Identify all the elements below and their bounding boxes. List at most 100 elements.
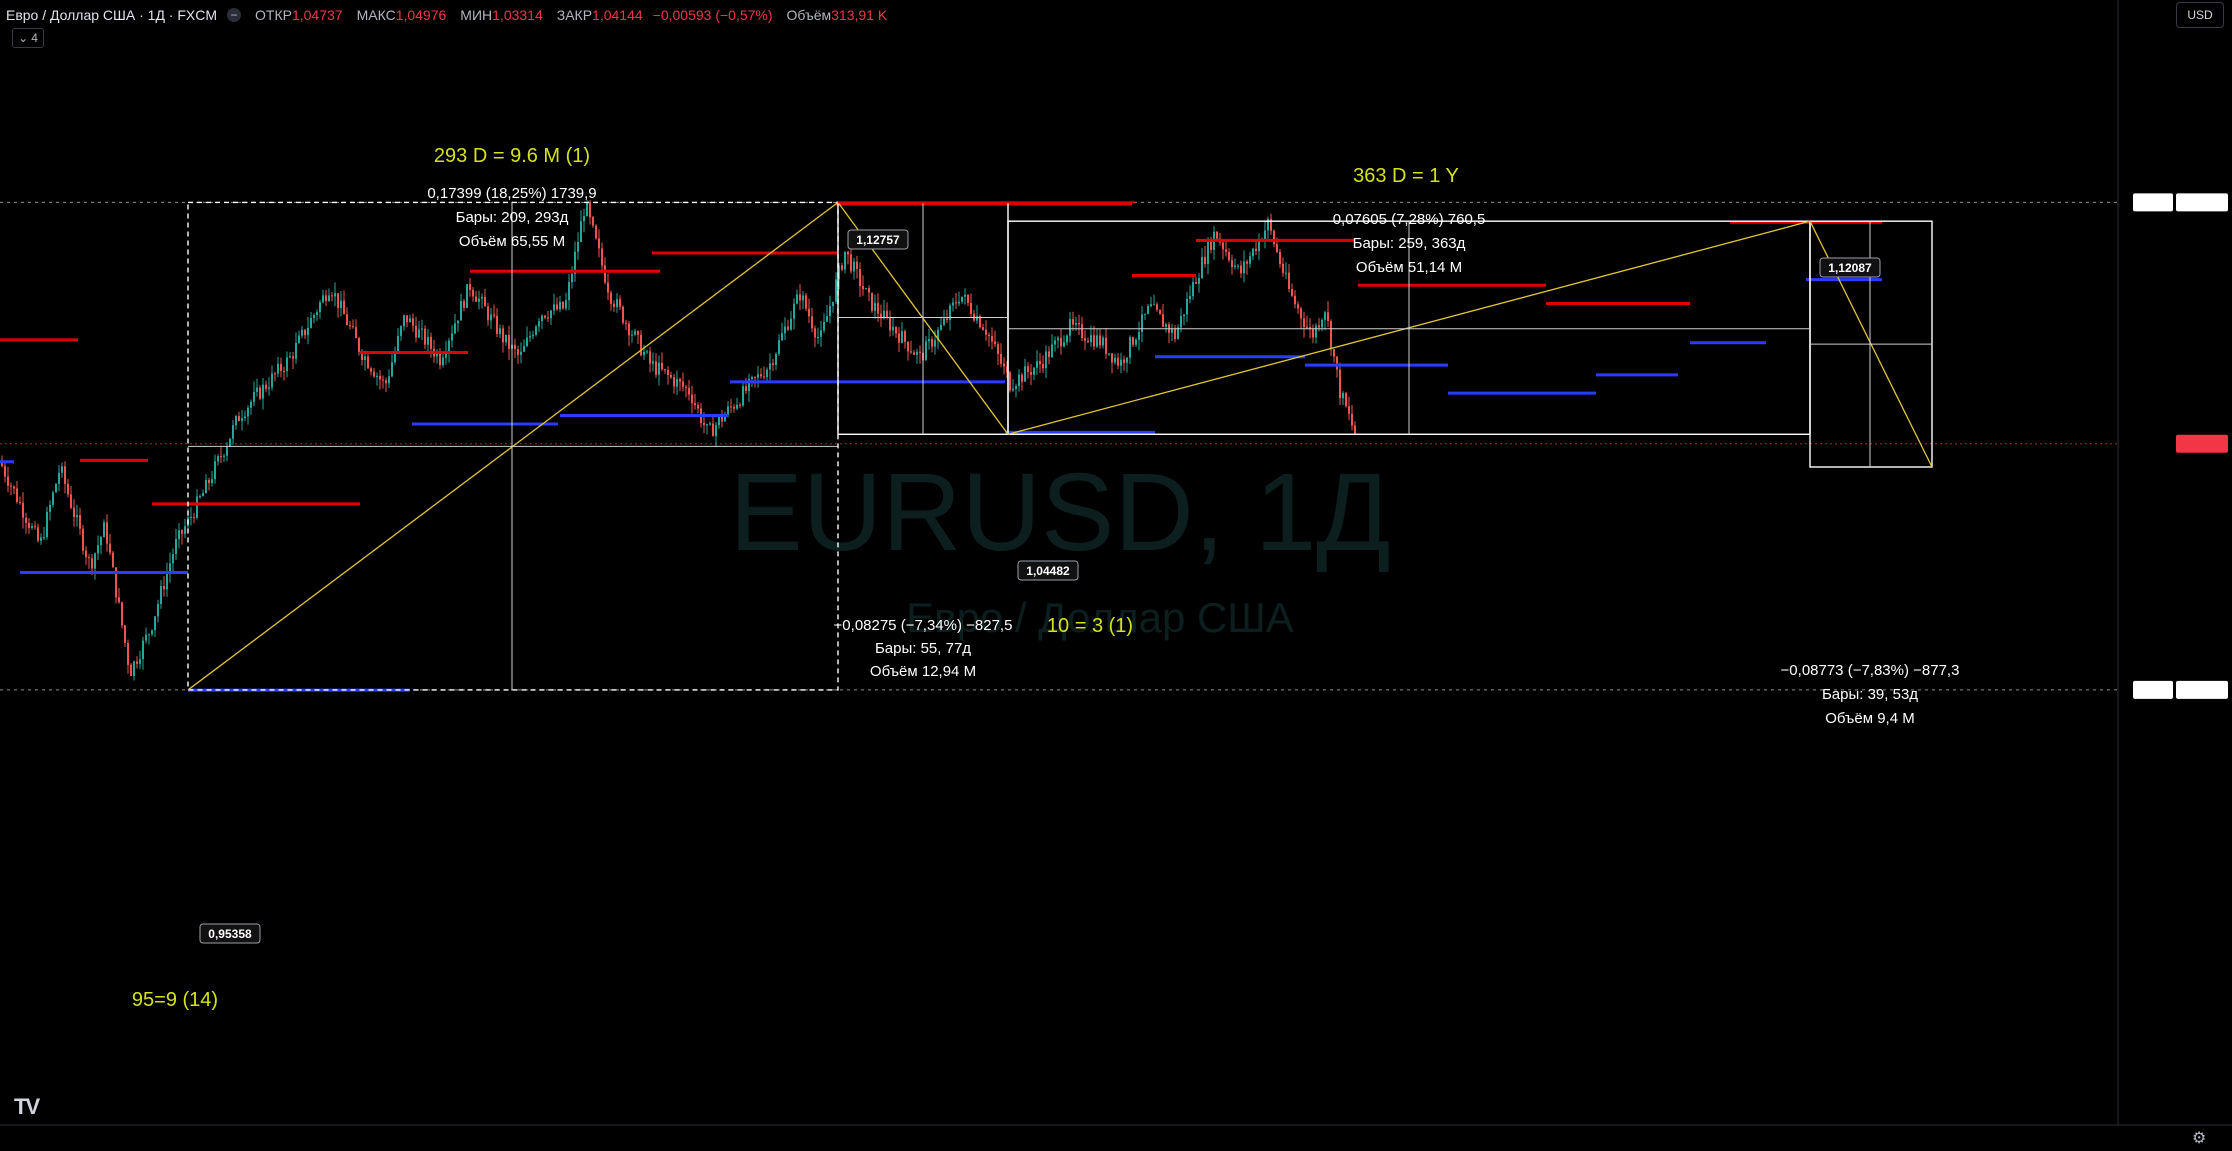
candle-body: [364, 356, 366, 361]
candle-body: [274, 373, 276, 375]
candle-body: [1099, 335, 1101, 346]
candle-body: [331, 295, 333, 297]
candle-body: [1180, 316, 1182, 328]
candle-body: [403, 315, 405, 327]
candle-body: [178, 530, 180, 540]
candle-body: [577, 242, 579, 252]
tradingview-logo[interactable]: TV: [14, 1094, 40, 1119]
candle-body: [130, 664, 132, 676]
candle-body: [868, 288, 870, 293]
candle-body: [703, 422, 705, 425]
candle-body: [1036, 361, 1038, 368]
candle-body: [694, 403, 696, 406]
candle-body: [16, 488, 18, 502]
candle-body: [811, 316, 813, 329]
candle-body: [457, 320, 459, 324]
candle-body: [988, 334, 990, 337]
point-label-high-2-bg: [1819, 257, 1881, 278]
candle-body: [1129, 337, 1131, 358]
candle-body: [691, 394, 693, 404]
point-label-high-1-bg: [847, 229, 909, 250]
candle-body: [1264, 230, 1266, 241]
point-label-low-2: 1,04482: [1026, 564, 1070, 578]
candle-body: [928, 339, 930, 342]
candle-body: [1195, 281, 1197, 284]
candle-body: [409, 318, 411, 323]
candle-body: [1240, 265, 1242, 274]
candle-body: [439, 352, 441, 365]
candle-body: [376, 375, 378, 377]
candle-body: [352, 326, 354, 328]
candle-body: [1234, 265, 1236, 268]
candle-body: [679, 379, 681, 382]
symbol-title[interactable]: Евро / Доллар США · 1Д · FXCM: [6, 7, 218, 23]
candle-body: [517, 349, 519, 355]
candle-body: [106, 522, 108, 544]
candle-body: [709, 423, 711, 425]
candle-body: [208, 479, 210, 484]
candle-body: [1303, 318, 1305, 327]
candle-body: [1312, 328, 1314, 338]
candle-body: [1075, 322, 1077, 325]
currency-button[interactable]: USD: [2176, 2, 2224, 28]
candle-body: [1249, 256, 1251, 264]
candle-body: [622, 306, 624, 323]
indicators-toggle[interactable]: ⌄ 4: [12, 28, 44, 48]
candle-body: [163, 586, 165, 590]
indicators-count: 4: [31, 31, 38, 45]
candle-body: [751, 376, 753, 380]
candle-body: [313, 315, 315, 318]
candle-body: [934, 340, 936, 347]
candle-body: [745, 386, 747, 392]
candle-body: [589, 203, 591, 218]
eye-minus-icon[interactable]: −: [227, 8, 242, 22]
annotation-4-bars: Бары: 39, 53д: [1822, 686, 1918, 703]
candle-body: [88, 557, 90, 559]
candle-body: [541, 315, 543, 322]
candle-body: [1066, 335, 1068, 343]
candle-body: [733, 406, 735, 409]
candle-body: [613, 303, 615, 308]
candle-body: [277, 363, 279, 374]
candle-body: [808, 308, 810, 317]
candle-body: [706, 424, 708, 426]
candle-body: [1315, 325, 1317, 338]
candle-body: [1174, 328, 1176, 339]
candle-body: [640, 334, 642, 356]
candle-body: [133, 661, 135, 676]
candle-body: [169, 563, 171, 573]
gear-icon[interactable]: ⚙: [2192, 1130, 2207, 1147]
annotation-4-volume: Объём 9,4 M: [1825, 710, 1914, 727]
candle-body: [1021, 374, 1023, 382]
candle-body: [520, 351, 522, 355]
candle-body: [982, 327, 984, 330]
candle-body: [940, 324, 942, 330]
low-value: 1,03314: [492, 7, 543, 23]
candle-body: [1093, 335, 1095, 347]
candle-body: [310, 317, 312, 328]
candle-body: [871, 292, 873, 311]
candle-body: [340, 300, 342, 309]
candle-body: [712, 423, 714, 437]
candle-body: [382, 379, 384, 381]
candle-body: [1048, 351, 1050, 358]
candle-body: [646, 351, 648, 353]
candle-body: [775, 353, 777, 365]
candle-body: [1006, 366, 1008, 373]
candle-body: [1165, 324, 1167, 327]
candle-body: [1216, 231, 1218, 239]
volume-value: 313,91 K: [831, 7, 888, 23]
candle-body: [841, 265, 843, 270]
candle-body: [952, 302, 954, 306]
candle-body: [556, 304, 558, 310]
candle-body: [670, 374, 672, 378]
candle-body: [472, 289, 474, 297]
candle-body: [505, 334, 507, 343]
candle-body: [40, 537, 42, 541]
candle-body: [1147, 306, 1149, 314]
candle-body: [1009, 372, 1011, 391]
candle-body: [496, 315, 498, 334]
candle-body: [205, 479, 207, 494]
candle-body: [682, 381, 684, 387]
